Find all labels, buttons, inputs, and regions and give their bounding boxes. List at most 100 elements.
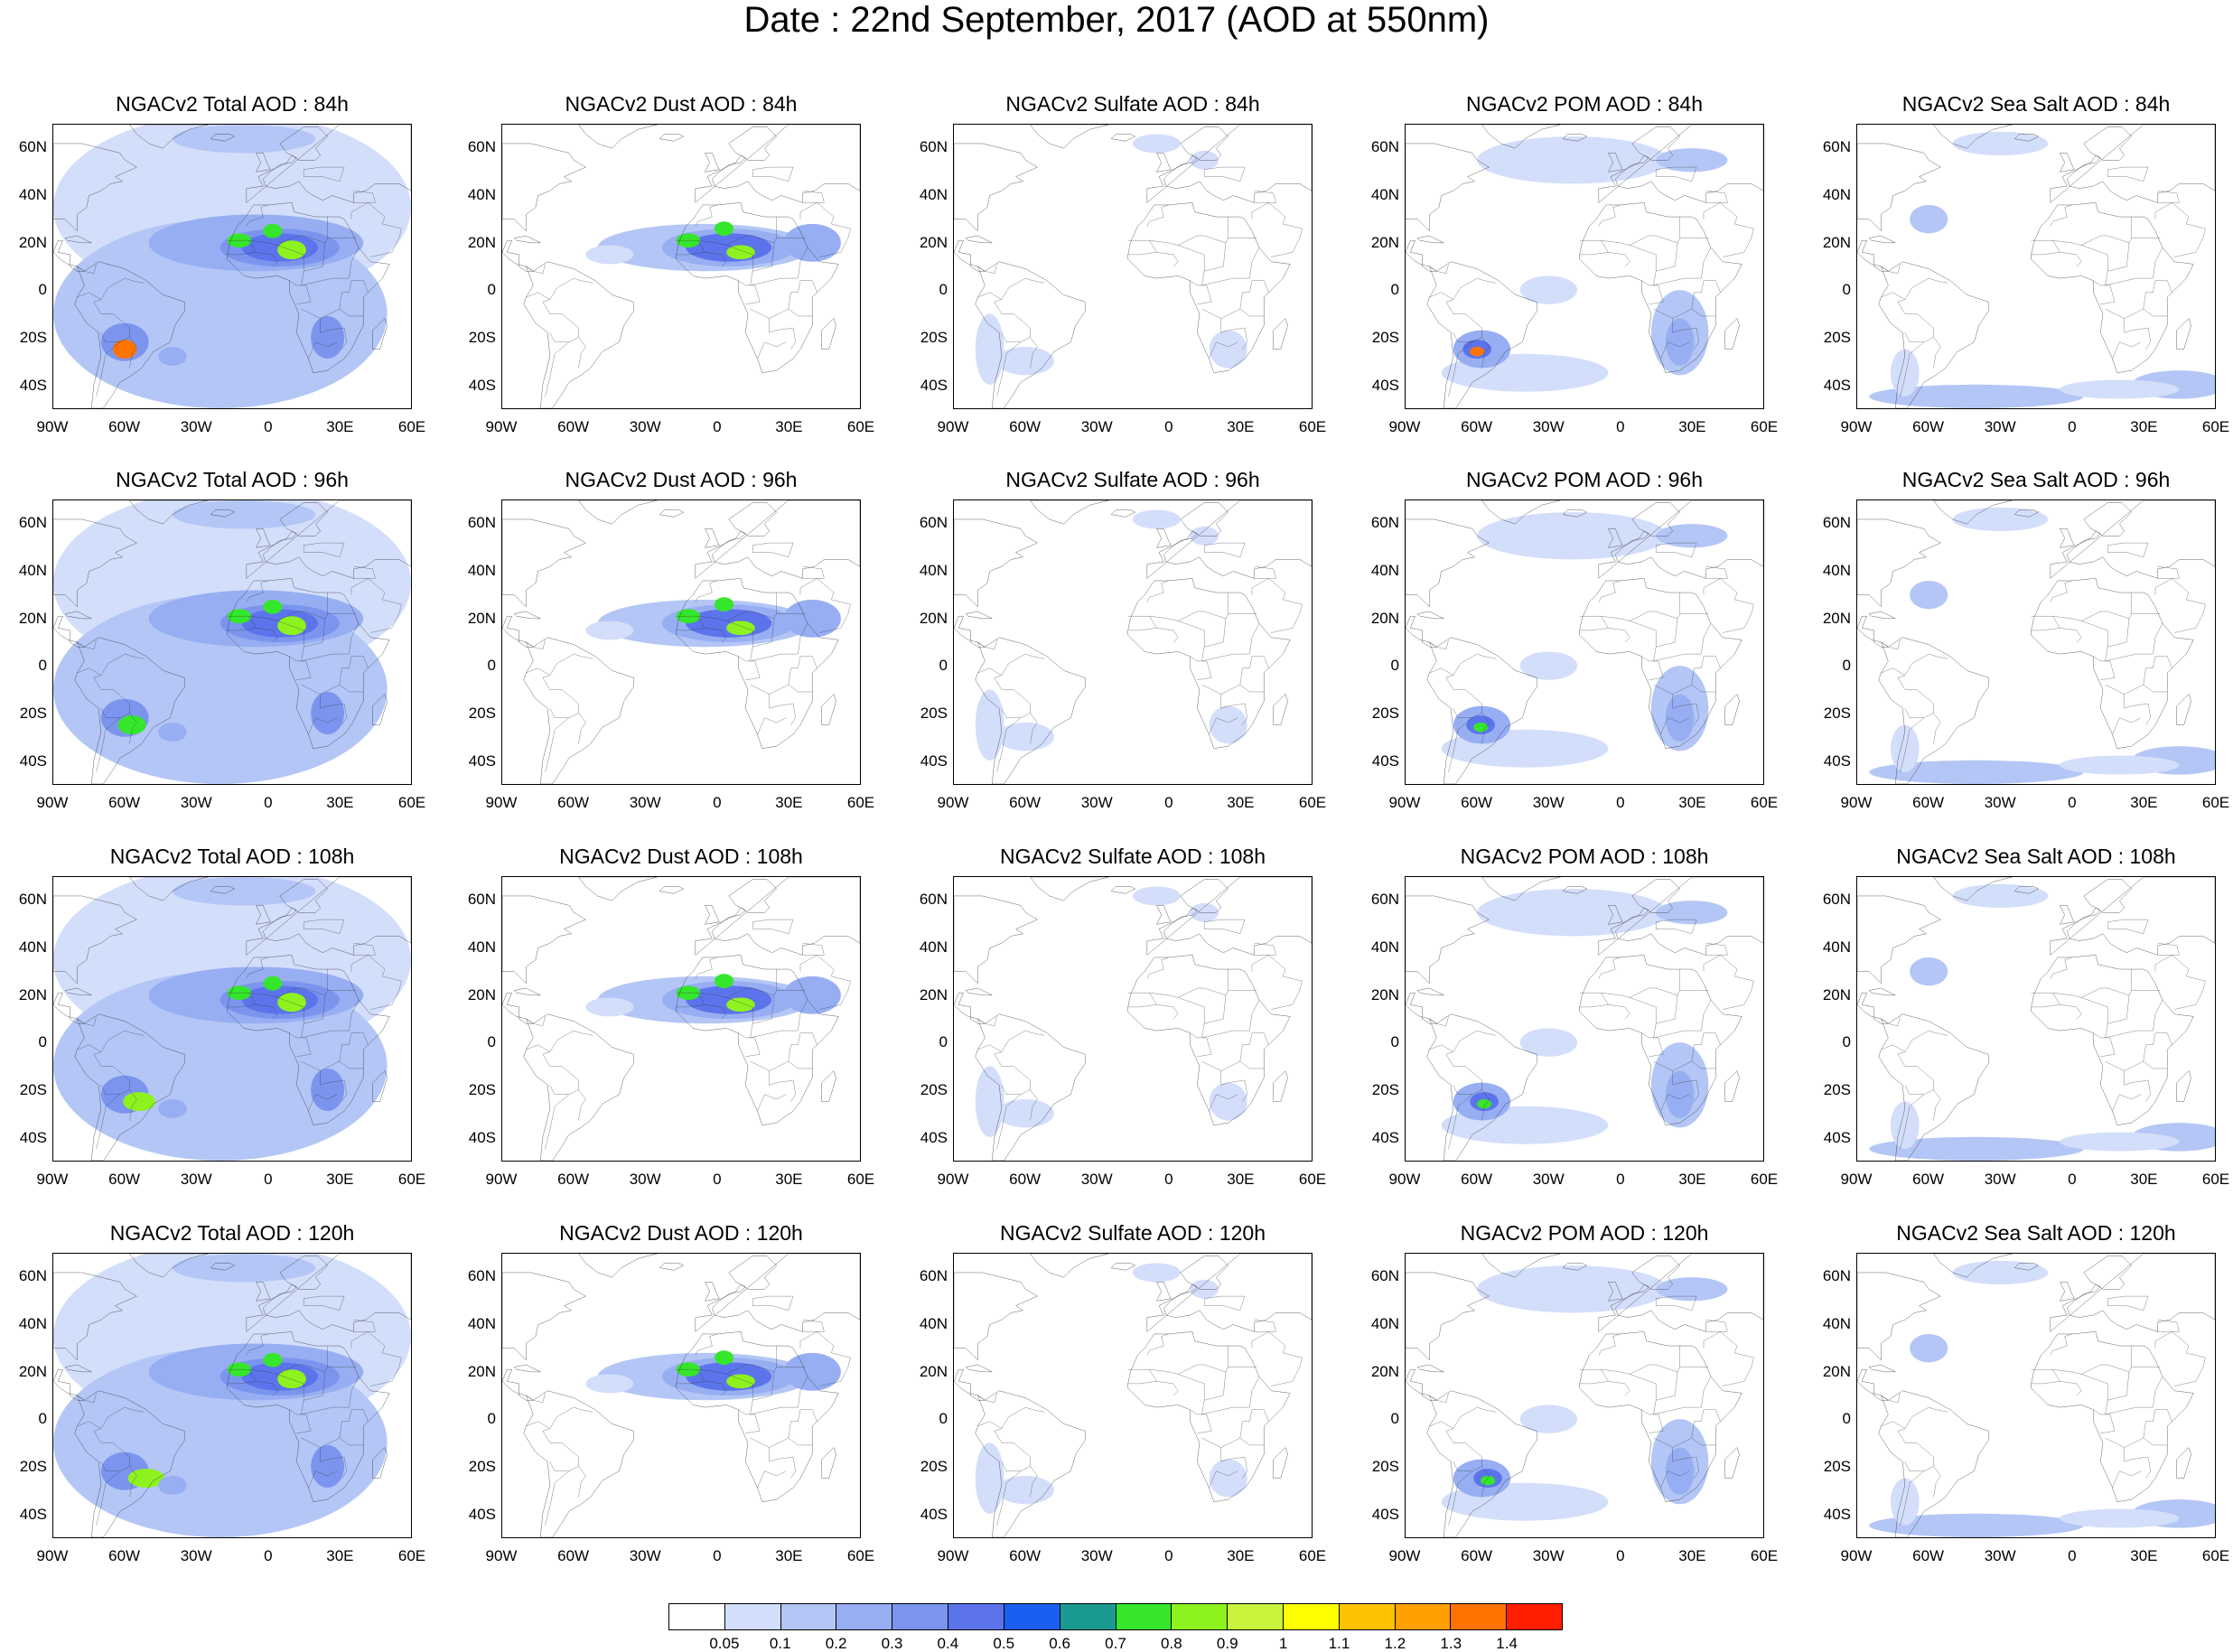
country-border bbox=[289, 657, 311, 680]
country-border bbox=[2155, 955, 2205, 1009]
country-border bbox=[2093, 1410, 2115, 1433]
country-border bbox=[1692, 657, 1721, 685]
coastline bbox=[228, 1331, 390, 1501]
country-border bbox=[1660, 1095, 1689, 1111]
country-border bbox=[738, 281, 760, 304]
longitude-label: 0 bbox=[264, 1547, 273, 1564]
country-border bbox=[1252, 202, 1302, 257]
country-border bbox=[1429, 1422, 1453, 1429]
country-border bbox=[726, 243, 774, 271]
country-border bbox=[1933, 1090, 1940, 1121]
country-border bbox=[697, 593, 776, 621]
country-border bbox=[1704, 202, 1753, 257]
aod-field bbox=[726, 245, 755, 260]
coastline bbox=[1563, 886, 1586, 893]
country-border bbox=[1641, 281, 1663, 304]
country-border bbox=[1481, 1467, 1489, 1498]
country-border bbox=[1599, 205, 1621, 227]
country-border bbox=[696, 1334, 717, 1356]
country-border bbox=[2081, 995, 2129, 1023]
country-border bbox=[2032, 993, 2060, 1007]
country-border bbox=[1178, 243, 1226, 271]
country-border bbox=[1178, 1372, 1226, 1400]
coastline bbox=[1030, 877, 1108, 901]
coastline bbox=[677, 578, 839, 748]
longitude-label: 30E bbox=[1227, 1171, 1255, 1188]
country-border bbox=[1190, 657, 1211, 680]
latitude-label: 0 bbox=[487, 281, 496, 299]
coastline bbox=[2051, 125, 2215, 202]
country-border bbox=[1888, 1393, 1900, 1402]
country-border bbox=[1255, 1320, 1276, 1331]
latitude-label: 0 bbox=[1390, 281, 1399, 299]
longitude-label: 60E bbox=[1750, 1171, 1779, 1188]
aod-field bbox=[1665, 1447, 1695, 1495]
longitude-label: 30W bbox=[180, 1171, 212, 1188]
latitude-label: 0 bbox=[38, 1033, 47, 1051]
aod-field bbox=[277, 616, 306, 636]
country-border bbox=[1202, 247, 1259, 285]
country-border bbox=[351, 578, 401, 632]
country-border bbox=[1156, 1381, 1178, 1395]
longitude-label: 60W bbox=[557, 1171, 590, 1188]
country-border bbox=[256, 628, 277, 642]
latitude-label: 20N bbox=[919, 609, 948, 627]
country-border bbox=[2158, 191, 2180, 202]
coastline bbox=[514, 988, 540, 995]
country-border bbox=[1449, 1471, 1472, 1526]
country-border bbox=[697, 217, 776, 245]
country-border bbox=[543, 654, 593, 718]
panel-title: NGACv2 Total AOD : 84h bbox=[116, 92, 349, 116]
longitude-label: 30W bbox=[629, 1547, 661, 1564]
coastline bbox=[502, 1369, 533, 1400]
country-border bbox=[526, 1422, 549, 1429]
country-border bbox=[789, 281, 818, 309]
country-border bbox=[1481, 1090, 1489, 1121]
country-border bbox=[770, 695, 796, 725]
coastline bbox=[2014, 886, 2038, 893]
country-border bbox=[289, 1410, 311, 1433]
latitude-label: 20N bbox=[18, 1362, 47, 1380]
longitude-label: 60W bbox=[1912, 1171, 1945, 1188]
country-border bbox=[1446, 278, 1496, 342]
longitude-label: 60E bbox=[1750, 794, 1779, 811]
coastline bbox=[1406, 1369, 1436, 1400]
coastline bbox=[2032, 1331, 2194, 1501]
latitude-label: 40S bbox=[1371, 1505, 1399, 1523]
panel-title: NGACv2 Sea Salt AOD : 120h bbox=[1896, 1221, 2176, 1245]
latitude-label: 0 bbox=[487, 1410, 496, 1428]
longitude-label: 30E bbox=[326, 794, 354, 811]
aod-field bbox=[172, 1254, 316, 1283]
aod-field bbox=[158, 1475, 187, 1495]
coastline bbox=[1274, 695, 1288, 725]
colorbar-swatch bbox=[948, 1604, 1004, 1629]
coastline bbox=[524, 262, 633, 408]
latitude-label: 40N bbox=[919, 562, 948, 579]
longitude-label: 0 bbox=[1164, 418, 1173, 435]
latitude-label: 0 bbox=[1842, 281, 1851, 299]
coastline bbox=[1406, 616, 1436, 647]
colorbar-label: 0.7 bbox=[1105, 1635, 1126, 1652]
country-border bbox=[543, 1031, 593, 1095]
coastline bbox=[75, 1391, 184, 1537]
map-panel bbox=[1405, 499, 1764, 785]
colorbar-swatch bbox=[1395, 1604, 1452, 1629]
coastline bbox=[1608, 905, 1622, 924]
longitude-label: 30W bbox=[180, 794, 212, 811]
aod-field bbox=[1209, 1082, 1247, 1121]
country-border bbox=[1429, 1045, 1453, 1052]
aod-field bbox=[1952, 883, 2049, 909]
country-border bbox=[2032, 616, 2060, 630]
map-panel bbox=[953, 499, 1313, 785]
longitude-label: 60W bbox=[557, 794, 590, 811]
coastline bbox=[1725, 1071, 1740, 1102]
country-border bbox=[2107, 543, 2148, 557]
country-border bbox=[84, 1016, 96, 1025]
country-border bbox=[1673, 1448, 1699, 1479]
country-border bbox=[1446, 1407, 1496, 1471]
country-border bbox=[800, 202, 850, 257]
country-border bbox=[1446, 654, 1496, 718]
aod-field bbox=[158, 346, 187, 366]
coastline bbox=[1274, 319, 1288, 350]
country-border bbox=[1704, 955, 1753, 1009]
